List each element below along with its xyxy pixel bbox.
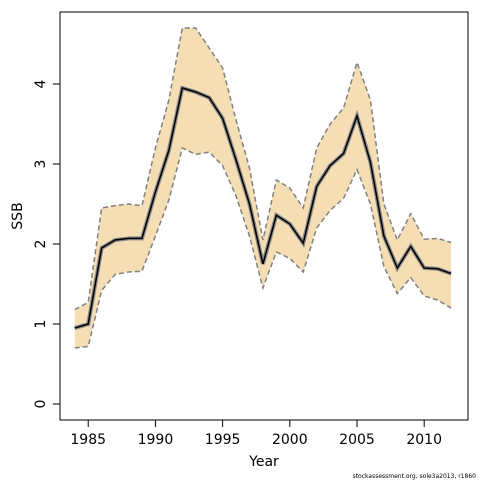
band-upper <box>74 27 452 311</box>
line <box>74 87 452 329</box>
y-tick-label: 4 <box>33 79 49 88</box>
x-tick-label: 1990 <box>138 432 174 448</box>
x-tick-label: 2005 <box>339 432 375 448</box>
x-tick-label: 1995 <box>205 432 241 448</box>
y-tick-label: 0 <box>33 400 49 409</box>
band-lower <box>74 146 452 349</box>
confidence-band <box>74 28 452 348</box>
x-tick-label: 2000 <box>272 432 308 448</box>
x-tick-label: 2010 <box>406 432 442 448</box>
x-tick-label: 1985 <box>70 432 106 448</box>
y-tick-label: 1 <box>33 320 49 329</box>
y-axis-title: SSB <box>10 202 26 229</box>
footnote: stockassessment.org, sole3a2013, r1860 <box>353 473 477 480</box>
y-tick-label: 3 <box>33 160 49 169</box>
y-tick-label: 2 <box>33 240 49 249</box>
x-axis-title: Year <box>248 454 279 470</box>
plot-frame <box>59 11 469 421</box>
